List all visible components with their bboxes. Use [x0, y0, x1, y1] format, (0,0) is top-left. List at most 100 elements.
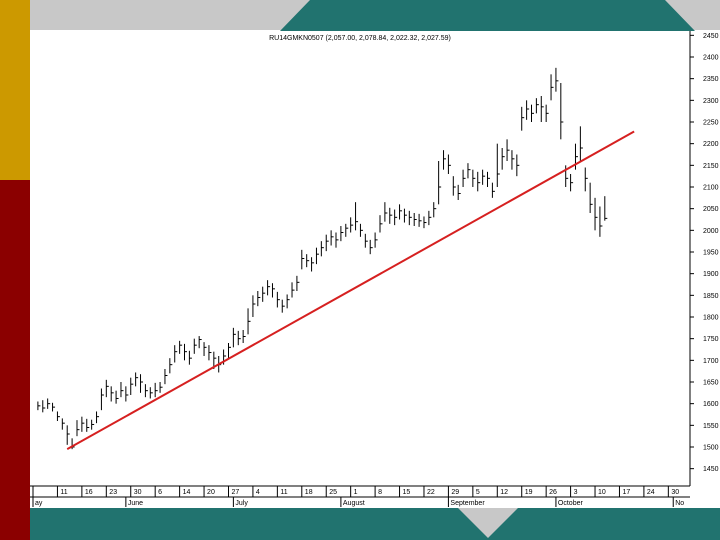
y-tick-label: 1850 [703, 293, 719, 300]
ohlc-bar [193, 338, 197, 354]
plot-area [30, 31, 690, 486]
ohlc-bar [301, 249, 305, 270]
ohlc-bar [140, 374, 144, 393]
x-tick-label: 4 [256, 489, 260, 496]
ohlc-bar [52, 402, 56, 412]
y-tick-label: 1650 [703, 380, 719, 387]
ohlc-bar [262, 286, 266, 302]
ohlc-bar [394, 209, 398, 226]
ohlc-bar [340, 226, 344, 242]
ohlc-bar [174, 345, 178, 363]
ohlc-bar [164, 369, 168, 385]
y-tick-label: 1800 [703, 315, 719, 322]
ohlc-bar [247, 308, 251, 335]
ohlc-bar [599, 206, 603, 237]
ohlc-bar [37, 401, 41, 411]
ohlc-bar [42, 400, 46, 413]
ohlc-bar [560, 83, 564, 140]
x-tick-label: 19 [525, 489, 533, 496]
x-tick-label: 25 [329, 489, 337, 496]
ohlc-bar [472, 169, 476, 187]
x-tick-label: 18 [305, 489, 313, 496]
ohlc-bar [281, 299, 285, 313]
y-tick-label: 2300 [703, 98, 719, 105]
ohlc-bar [110, 386, 114, 402]
ohlc-bar [135, 372, 139, 387]
ohlc-bar [496, 143, 500, 187]
x-tick-label: 3 [574, 489, 578, 496]
ohlc-bar [198, 336, 202, 349]
ohlc-bar [267, 280, 271, 296]
x-tick-label: 11 [280, 489, 287, 496]
ohlc-bar [594, 197, 598, 231]
ohlc-bar [389, 207, 393, 224]
y-tick-label: 1700 [703, 358, 719, 365]
ohlc-bar [589, 182, 593, 213]
x-tick-label: 30 [671, 489, 679, 496]
ohlc-bar [237, 330, 241, 346]
ohlc-bar [379, 215, 383, 233]
ohlc-bar [491, 182, 495, 198]
ohlc-bar [320, 241, 324, 257]
ohlc-bar [408, 210, 412, 226]
ohlc-bar [188, 350, 192, 365]
ohlc-bar [306, 254, 310, 268]
ohlc-bar [179, 340, 183, 354]
ohlc-bar [345, 223, 349, 237]
ohlc-bar [423, 216, 427, 229]
month-label: ay [35, 500, 43, 507]
ohlc-bar [96, 411, 100, 424]
ohlc-bar [359, 223, 363, 237]
ohlc-bar [330, 230, 334, 246]
ohlc-bar [438, 161, 442, 205]
ohlc-bar [184, 343, 188, 361]
ohlc-bar [418, 213, 422, 227]
ohlc-bar [447, 154, 451, 174]
y-tick-label: 2050 [703, 206, 719, 213]
x-tick-label: 11 [60, 489, 67, 496]
ohlc-bar [81, 416, 85, 432]
ohlc-bar [271, 283, 275, 298]
ohlc-bars [37, 67, 608, 450]
ohlc-bar [477, 171, 481, 192]
ohlc-bar [350, 217, 354, 233]
ohlc-bar [540, 96, 544, 122]
x-axis: 11 16 23 30 6 14 20 27 4 11 18 25 1 8 15 22 29 5 12 19 26 3 10… [32, 486, 684, 507]
ohlc-bar [384, 202, 388, 222]
y-tick-label: 1750 [703, 336, 719, 343]
ohlc-bar [208, 345, 212, 361]
ohlc-bar [501, 148, 505, 170]
ohlc-bar [452, 176, 456, 196]
ohlc-bar [56, 411, 60, 421]
x-tick-label: 23 [109, 489, 117, 496]
ohlc-bar [144, 384, 148, 398]
ohlc-bar [149, 387, 153, 399]
ohlc-bar [521, 106, 525, 131]
ohlc-bar [315, 247, 319, 265]
y-tick-label: 1600 [703, 401, 719, 408]
y-tick-label: 2150 [703, 163, 719, 170]
ohlc-bar [604, 196, 608, 221]
x-tick-label: 26 [549, 489, 557, 496]
ohlc-bar [257, 291, 261, 307]
maroon-side-bar [0, 180, 30, 540]
ohlc-bar [482, 169, 486, 185]
ohlc-bar [399, 204, 403, 220]
ohlc-bar [570, 174, 574, 192]
ohlc-bar [555, 67, 559, 92]
ohlc-bar [242, 330, 246, 343]
y-tick-label: 2400 [703, 55, 719, 62]
ohlc-bar [369, 239, 373, 255]
x-tick-label: 17 [622, 489, 630, 496]
ohlc-bar [403, 208, 407, 223]
ohlc-bar [467, 163, 471, 179]
y-tick-label: 1900 [703, 271, 719, 278]
ohlc-bar [296, 275, 300, 291]
ohlc-bar [487, 171, 491, 187]
ohlc-bar [545, 104, 549, 122]
y-axis: 1450 1500 1550 1600 1650 1700 1750 1800 1850 1900… [690, 33, 719, 473]
ohlc-bar [130, 377, 134, 395]
ohlc-bar [169, 358, 173, 374]
